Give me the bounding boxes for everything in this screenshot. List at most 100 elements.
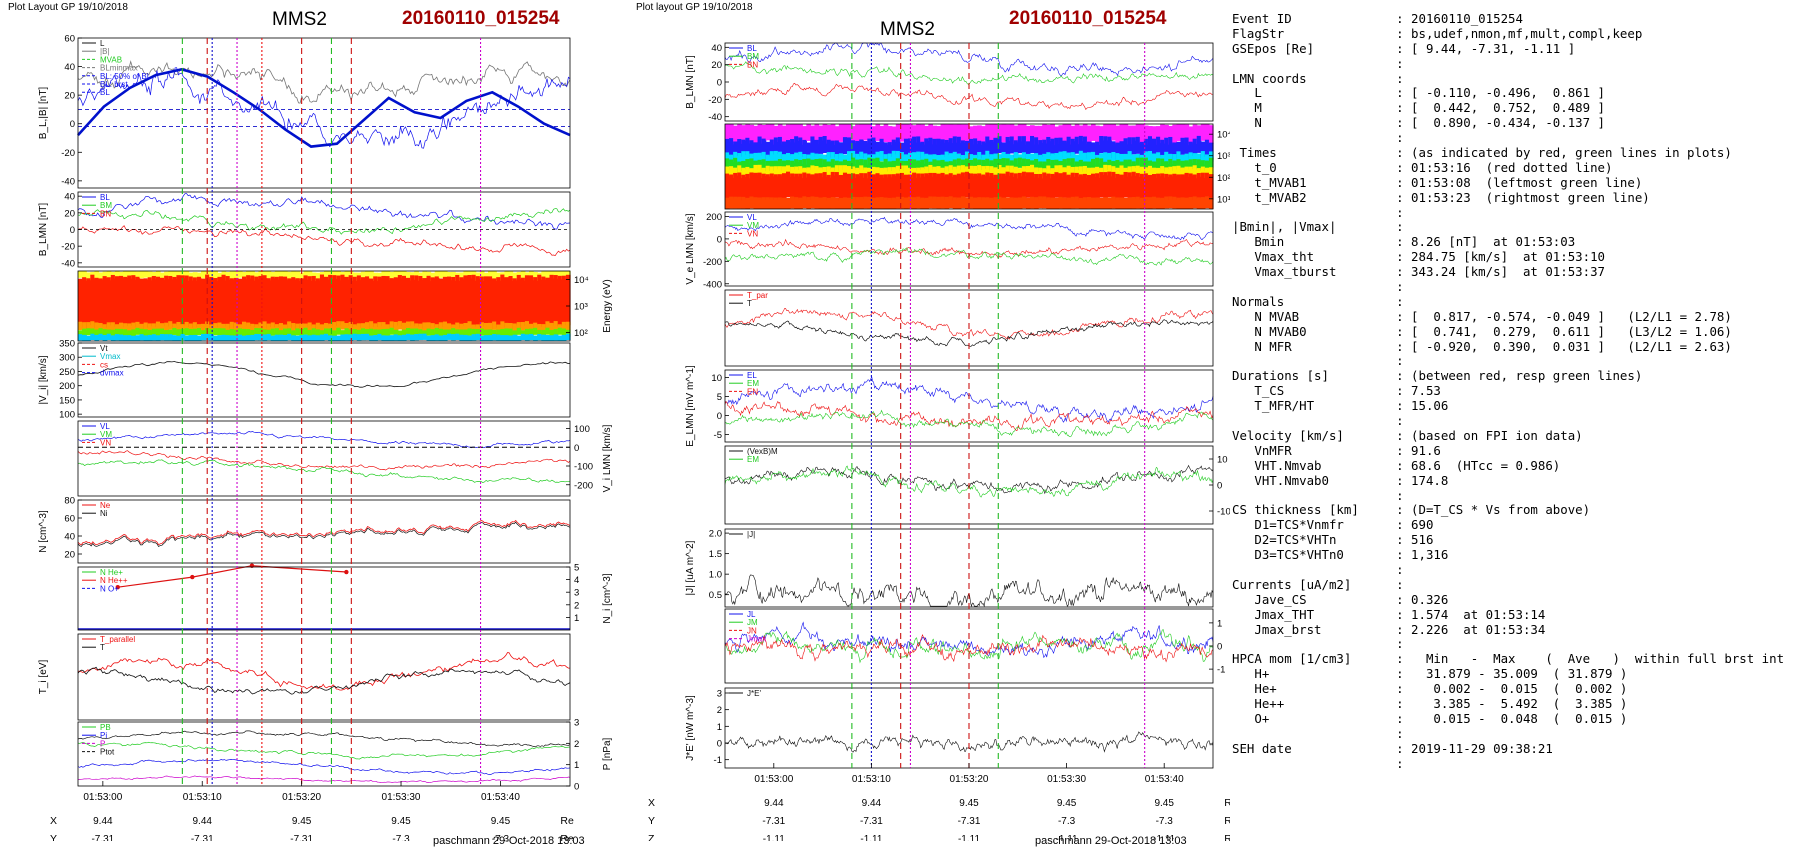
- spectrogram-cell: [1135, 136, 1141, 154]
- spectrogram-cell: [1034, 125, 1039, 145]
- spectrogram-cell: [360, 323, 366, 332]
- spectrogram-cell: [1139, 157, 1145, 168]
- spectrogram-cell: [1208, 167, 1214, 178]
- spectrogram-cell: [867, 138, 872, 156]
- spectrogram-cell: [418, 333, 423, 341]
- spectrogram-cell: [1074, 136, 1080, 154]
- spectrogram-cell: [172, 271, 177, 280]
- spectrogram-cell: [512, 278, 518, 329]
- spectrogram-cell: [928, 164, 933, 176]
- y-tick-label: 0: [70, 119, 75, 130]
- info-value: (as indicated by red, green lines in plo…: [1411, 146, 1732, 161]
- spectrogram-cell: [737, 139, 742, 157]
- spectrogram-cell: [863, 196, 868, 209]
- spectrogram-cell: [940, 167, 946, 178]
- spectrogram-cell: [78, 321, 83, 331]
- spectrogram-cell: [1164, 124, 1169, 144]
- spectrogram-cell: [164, 334, 169, 341]
- spectrogram-cell: [151, 275, 157, 327]
- info-colon: :: [1396, 682, 1412, 697]
- spectrogram-cell: [952, 197, 958, 209]
- spectrogram-cell: [818, 173, 824, 199]
- spectrogram-cell: [790, 166, 795, 178]
- spectrogram-cell: [1152, 138, 1157, 156]
- spectrogram-cell: [131, 271, 136, 279]
- spectrogram-cell: [406, 321, 411, 330]
- info-key: VHT.Nmvab0: [1232, 473, 1397, 488]
- spectrogram-cell: [344, 328, 350, 336]
- spectrogram-cell: [981, 166, 986, 177]
- y-tick-label: 2: [717, 705, 722, 716]
- spectrogram-cell: [989, 166, 994, 177]
- y-tick-label: 3: [574, 588, 579, 599]
- spectrogram-cell: [496, 324, 501, 333]
- info-colon: :: [1396, 86, 1412, 101]
- spectrogram-cell: [459, 334, 464, 341]
- info-key: Vmax_tht: [1232, 250, 1397, 265]
- spectrogram-cell: [1009, 165, 1015, 176]
- spectrogram-cell: [920, 124, 925, 144]
- panel-frame: [77, 37, 571, 189]
- spectrogram-cell: [891, 160, 897, 172]
- spectrogram-cell: [981, 141, 986, 159]
- info-key: Bmin: [1232, 235, 1397, 250]
- spectrogram-cell: [360, 271, 366, 281]
- spectrogram-cell: [123, 329, 128, 337]
- spectrogram-cell: [806, 124, 811, 141]
- spectrogram-cell: [110, 322, 116, 331]
- info-key: t_0: [1232, 160, 1397, 175]
- spectrogram-cell: [1180, 197, 1186, 209]
- spectrogram-cell: [1082, 197, 1088, 209]
- spectrogram-cell: [777, 166, 783, 177]
- spectrogram-cell: [973, 197, 978, 209]
- spectrogram-cell: [295, 271, 300, 280]
- info-key: [1232, 354, 1396, 368]
- spectrogram-cell: [225, 323, 231, 333]
- spectrogram-cell: [176, 275, 182, 326]
- spectrogram-cell: [90, 274, 95, 326]
- spectrogram-cell: [1131, 171, 1137, 198]
- spectrogram-cell: [1017, 172, 1023, 199]
- spectrogram-cell: [127, 271, 132, 278]
- spectrogram-cell: [414, 334, 419, 341]
- spectrogram-cell: [761, 173, 767, 200]
- spectrogram-cell: [406, 277, 411, 329]
- position-value: -7.31: [191, 834, 214, 841]
- spectrogram-cell: [1046, 159, 1051, 170]
- panel-frame: [77, 499, 571, 564]
- spectrogram-cell: [401, 322, 407, 332]
- info-colon: :: [1396, 652, 1412, 667]
- spectrogram-cell: [270, 276, 276, 328]
- spectrogram-cell: [233, 329, 239, 337]
- spectrogram-cell: [369, 278, 374, 329]
- legend-label: Ptot: [100, 748, 115, 757]
- spectrogram-cell: [765, 165, 771, 176]
- spectrogram-cell: [1176, 141, 1182, 159]
- spectrogram-cell: [155, 276, 161, 328]
- spectrogram-cell: [459, 323, 464, 333]
- spectrogram-cell: [328, 274, 333, 326]
- spectrogram-cell: [973, 158, 978, 169]
- spectrogram-cell: [1042, 161, 1047, 172]
- spectrogram-cell: [1030, 172, 1035, 198]
- spectrogram-cell: [1176, 197, 1182, 209]
- spectrogram-cell: [479, 328, 485, 336]
- spectrogram-cell: [838, 142, 844, 160]
- spectrogram-cell: [242, 335, 247, 341]
- y-tick-label: 1: [1217, 618, 1222, 629]
- legend-label: EL: [747, 371, 757, 380]
- spectrogram-cell: [344, 322, 350, 332]
- spectrogram-cell: [733, 157, 738, 169]
- spectrogram-cell: [875, 141, 881, 159]
- spectrogram-cell: [1111, 152, 1116, 163]
- spectrogram-cell: [246, 329, 251, 337]
- spectrogram-cell: [254, 333, 259, 341]
- info-row: T_CS : 7.53: [1232, 384, 1802, 399]
- spectrogram-cell: [1017, 157, 1023, 168]
- y-tick-label: -200: [574, 480, 593, 491]
- spectrogram-cell: [1196, 197, 1202, 209]
- spectrogram-cell: [447, 323, 452, 332]
- info-colon: :: [1396, 503, 1412, 518]
- spectrogram-cell: [217, 276, 223, 328]
- spectrogram-cell: [135, 327, 141, 335]
